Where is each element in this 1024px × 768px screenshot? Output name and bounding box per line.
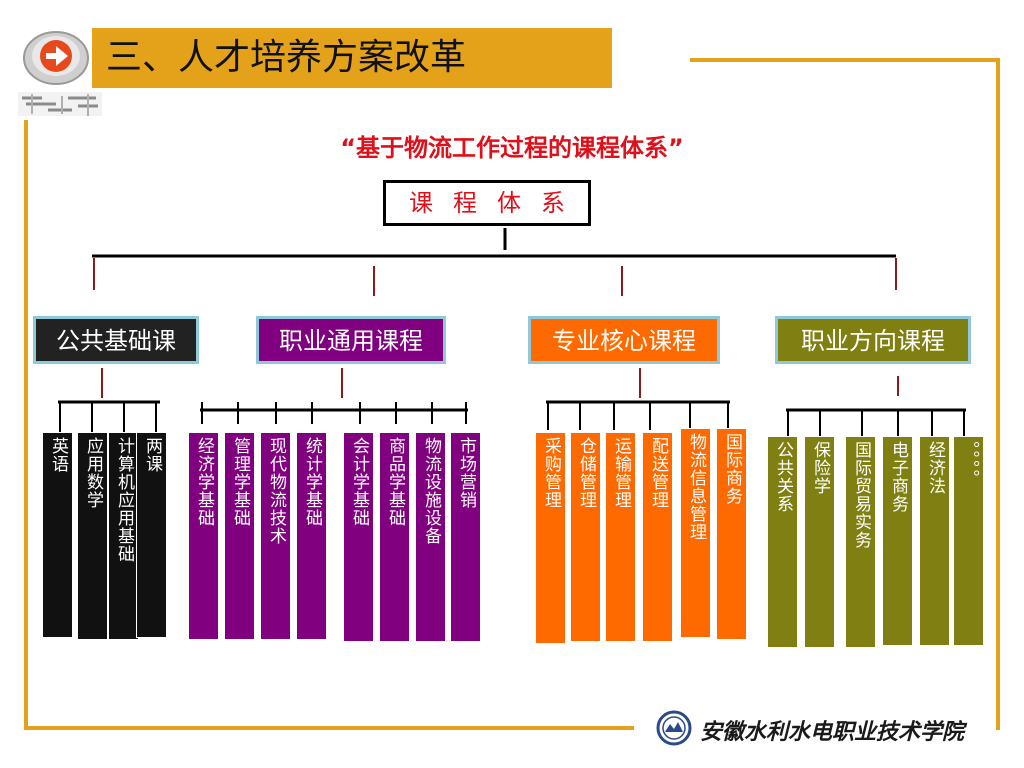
frame-line-right	[996, 58, 1000, 730]
institution-name: 安徽水利水电职业技术学院	[700, 719, 965, 745]
course-computer-basics: 计算机应用基础	[108, 432, 139, 640]
frame-line-left	[24, 120, 28, 730]
institution-logo-icon	[656, 710, 692, 746]
root-node: 课程体系	[383, 180, 591, 226]
course-two-courses: 两课	[136, 432, 167, 638]
category-career-direction: 职业方向课程	[775, 316, 971, 364]
course-management-basics: 管理学基础	[224, 432, 255, 640]
course-warehouse-mgmt: 仓储管理	[570, 432, 601, 642]
course-modern-logistics-tech: 现代物流技术	[260, 432, 291, 640]
course-economic-law: 经济法	[919, 436, 950, 646]
course-accounting-basics: 会计学基础	[343, 432, 374, 642]
frame-line-bottom	[24, 726, 634, 730]
course-international-business: 国际商务	[716, 428, 747, 640]
course-insurance: 保险学	[804, 436, 835, 648]
course-statistics-basics: 统计学基础	[296, 432, 327, 640]
diagram-subtitle: “基于物流工作过程的课程体系”	[340, 134, 684, 162]
course-merchandise-basics: 商品学基础	[379, 432, 410, 642]
decorative-logo-fragment	[18, 88, 102, 120]
course-international-trade: 国际贸易实务	[845, 436, 876, 648]
course-english: 英语	[42, 432, 73, 638]
course-distribution-mgmt: 配送管理	[642, 432, 673, 642]
page-title: 三、人才培养方案改革	[92, 28, 612, 88]
course-public-relations: 公共关系	[767, 436, 798, 648]
course-applied-math: 应用数学	[77, 432, 108, 640]
course-economics-basics: 经济学基础	[188, 432, 219, 640]
course-marketing: 市场营销	[450, 432, 481, 642]
course-e-commerce: 电子商务	[882, 436, 913, 646]
course-logistics-info-mgmt: 物流信息管理	[680, 428, 711, 638]
category-general-vocational: 职业通用课程	[256, 316, 446, 364]
course-transport-mgmt: 运输管理	[605, 432, 636, 642]
frame-line-top	[690, 58, 1000, 62]
course-logistics-equipment: 物流设施设备	[415, 432, 446, 642]
category-core-professional: 专业核心课程	[528, 316, 720, 364]
arrow-right-icon[interactable]	[20, 26, 90, 86]
course-more: 。。。。	[953, 436, 984, 646]
category-public-basic: 公共基础课	[33, 316, 199, 364]
course-procurement-mgmt: 采购管理	[535, 432, 566, 644]
